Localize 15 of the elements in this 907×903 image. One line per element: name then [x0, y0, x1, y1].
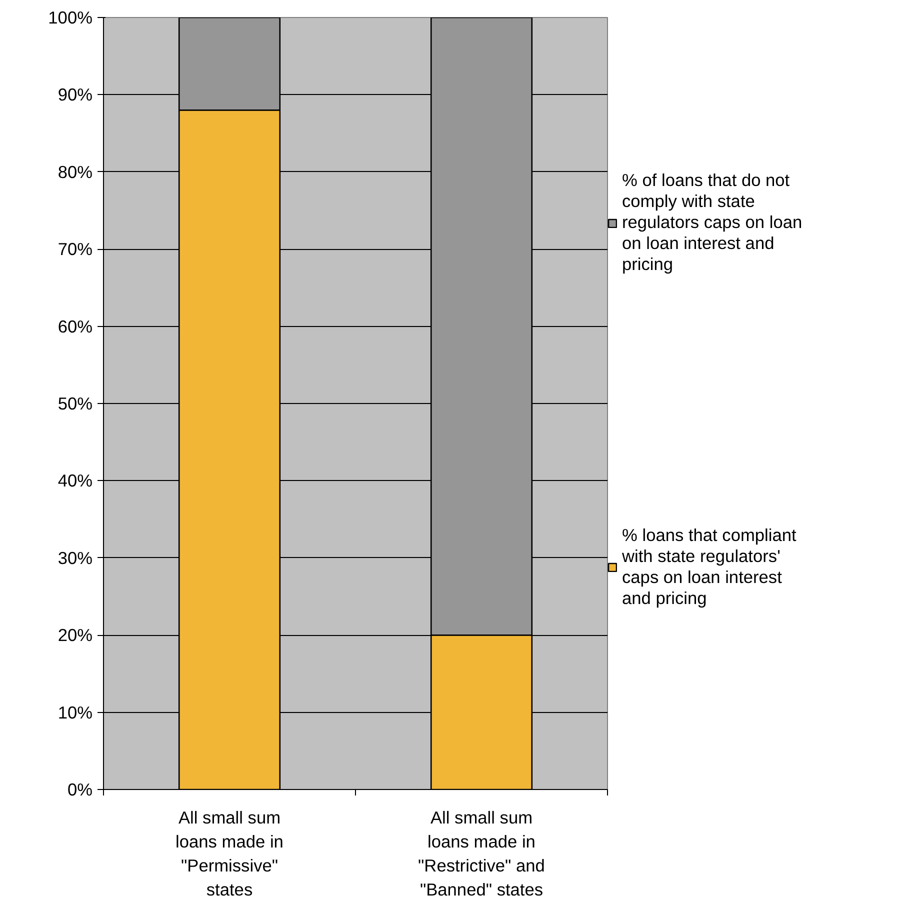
y-tick-label: 100% [48, 8, 93, 28]
y-tick-label: 60% [58, 316, 93, 336]
y-tick-label: 10% [58, 702, 93, 722]
legend-label: % of loans that do not comply with state regulators caps on loan on loan interest and pricing [622, 170, 802, 275]
legend-label: % loans that compliant with state regulators' caps on loan interest and pricing [622, 525, 796, 609]
y-tick-label: 20% [58, 625, 93, 646]
y-tick-label: 40% [58, 470, 93, 491]
x-tick-label: All small sum loans made in "Permissive" states [176, 808, 284, 900]
x-tick-label: All small sum loans made in "Restrictive" and "Banned" states [418, 808, 545, 900]
y-tick-label: 50% [58, 394, 93, 414]
y-tick-label: 70% [58, 239, 93, 260]
y-tick-label: 0% [67, 780, 92, 800]
y-tick-label: 90% [58, 84, 93, 105]
y-tick-label: 30% [58, 548, 93, 568]
y-tick-label: 80% [58, 162, 93, 182]
